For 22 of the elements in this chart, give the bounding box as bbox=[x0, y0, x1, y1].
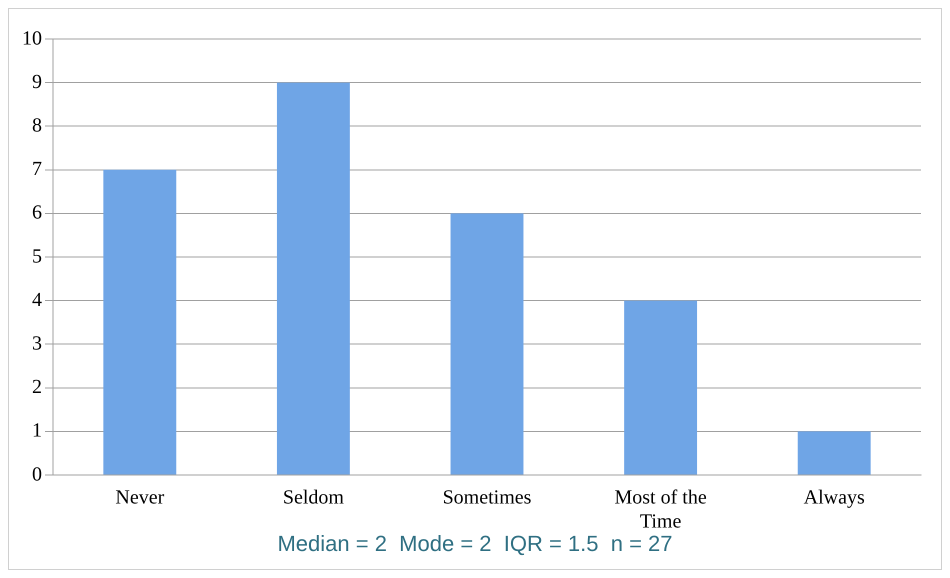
bar bbox=[450, 213, 524, 474]
y-tick-label: 1 bbox=[32, 420, 42, 442]
y-tick-label: 3 bbox=[32, 332, 42, 354]
y-tick-label: 7 bbox=[32, 158, 42, 180]
x-tick-label: Most of the Time bbox=[614, 486, 707, 532]
bar bbox=[103, 170, 176, 474]
y-tick-label: 5 bbox=[32, 245, 42, 268]
text: Median = 2 Mode = 2 IQR = 1.5 n = 27 bbox=[276, 531, 674, 557]
bar bbox=[624, 300, 698, 474]
x-tick-label: Always bbox=[804, 486, 865, 508]
y-tick-label: 0 bbox=[32, 463, 42, 486]
y-tick-label: 4 bbox=[32, 288, 42, 311]
x-tick-label: Seldom bbox=[282, 486, 344, 508]
x-tick-label: Sometimes bbox=[442, 486, 532, 508]
y-tick-label: 9 bbox=[32, 70, 42, 93]
y-tick-label: 10 bbox=[22, 27, 42, 50]
y-tick-label: 8 bbox=[32, 114, 42, 136]
y-tick-label: 2 bbox=[32, 376, 42, 398]
y-tick-label: 6 bbox=[32, 202, 42, 224]
bar bbox=[276, 82, 350, 474]
bar bbox=[798, 431, 871, 474]
x-tick-label: Never bbox=[115, 486, 165, 508]
